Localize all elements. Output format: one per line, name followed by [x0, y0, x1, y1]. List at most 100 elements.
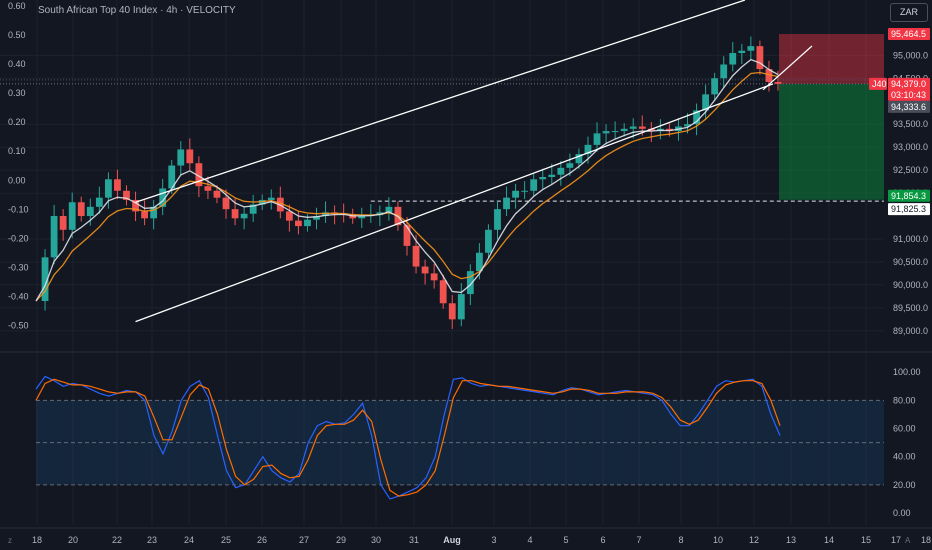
x-axis-tick: 26 [257, 535, 267, 545]
candle-down [430, 273, 438, 281]
stop-price-label-bg [888, 27, 930, 40]
left-axis-tick: 0.20 [8, 117, 26, 127]
candle-up [593, 133, 601, 145]
x-axis-tick: 15 [861, 535, 871, 545]
x-axis-tick: 13 [786, 535, 796, 545]
trend-channel [135, 0, 813, 323]
timezone-icon[interactable]: z [8, 536, 12, 545]
left-axis-tick: 0.00 [8, 175, 26, 185]
right-axis-tick: 95,000.0 [893, 50, 928, 60]
candle-down [195, 163, 203, 187]
candle-up [304, 219, 311, 227]
x-axis-tick: 27 [299, 535, 309, 545]
moving-averages [35, 58, 779, 302]
oscillator-axis-tick: 0.00 [893, 508, 911, 518]
x-axis-tick: 6 [600, 535, 605, 545]
candle-up [258, 199, 266, 205]
candle-down [77, 202, 85, 217]
candle-up [521, 190, 529, 192]
x-axis-tick: 18 [32, 535, 42, 545]
candle-up [575, 154, 583, 164]
candle-up [485, 229, 492, 253]
take-profit-zone [779, 83, 884, 200]
candle-up [539, 177, 547, 180]
candle-up [150, 206, 158, 219]
x-axis-tick: 22 [112, 535, 122, 545]
stop-price-label: 95,464.5 [891, 29, 926, 39]
projection-line [762, 45, 813, 91]
ema-fast-line [35, 58, 779, 302]
left-axis-tick: 0.30 [8, 88, 26, 98]
left-axis-tick: 0.40 [8, 59, 26, 69]
candle-up [629, 126, 637, 129]
trade-zones [779, 33, 884, 200]
oscillator-axis-tick: 60.00 [893, 424, 916, 434]
candle-up [512, 190, 519, 198]
candle-down [412, 245, 420, 267]
x-axis-tick: 5 [563, 535, 568, 545]
left-axis-tick: 0.60 [8, 1, 26, 11]
candle-up [693, 110, 700, 125]
candle-up [720, 64, 728, 79]
support-price-label-bg [888, 203, 930, 216]
candles [41, 36, 782, 329]
candle-up [548, 174, 556, 177]
x-axis-tick: 14 [824, 535, 834, 545]
target-price-label-bg [888, 189, 930, 202]
candle-up [702, 94, 710, 111]
candle-up [249, 204, 257, 214]
oscillator-axis-tick: 20.00 [893, 480, 916, 490]
candle-down [141, 211, 148, 219]
candle-up [385, 206, 393, 213]
oscillator-axis-tick: 40.00 [893, 452, 916, 462]
candle-up [50, 216, 58, 258]
x-axis-tick: 29 [336, 535, 346, 545]
candle-up [711, 78, 719, 95]
candle-up [358, 216, 366, 219]
right-axis-tick: 93,500.0 [893, 119, 928, 129]
candle-up [104, 179, 112, 198]
x-axis-tick: 8 [678, 535, 683, 545]
candle-up [475, 252, 483, 272]
candle-down [204, 186, 212, 191]
last-price-label-bg [888, 77, 930, 90]
candle-down [222, 197, 230, 210]
support-price-label: 91,825.3 [891, 204, 926, 214]
candle-up [738, 50, 746, 54]
candle-up [494, 209, 501, 230]
stochastic-oscillator [35, 375, 884, 500]
candle-up [168, 165, 176, 189]
candle-up [684, 124, 691, 127]
symbol-label-bg [869, 77, 887, 90]
candle-down [213, 190, 221, 198]
currency-button[interactable]: ZAR [890, 3, 928, 22]
candle-up [747, 46, 755, 51]
left-axis-tick: -0.20 [8, 233, 29, 243]
candle-down [647, 128, 655, 132]
candle-down [765, 69, 773, 82]
candle-up [376, 212, 384, 216]
right-axis-tick: 92,500.0 [893, 165, 928, 175]
candle-up [86, 206, 94, 217]
candle-up [68, 202, 76, 230]
candle-up [267, 197, 275, 200]
auto-scale-icon[interactable]: A [905, 536, 911, 545]
ema-price-label-bg [888, 100, 930, 113]
right-axis-tick: 91,000.0 [893, 234, 928, 244]
left-axis-tick: -0.10 [8, 204, 29, 214]
oscillator-axis-tick: 100.00 [893, 367, 921, 377]
candle-down [295, 220, 302, 227]
left-axis-tick: 0.50 [8, 30, 26, 40]
right-axis-tick: 93,000.0 [893, 142, 928, 152]
oscillator-axis-tick: 80.00 [893, 395, 916, 405]
x-axis-tick: 4 [527, 535, 532, 545]
candle-up [41, 257, 49, 301]
candle-down [439, 280, 447, 304]
left-axis-tick: -0.30 [8, 262, 29, 272]
x-axis-tick: 17 [891, 535, 901, 545]
x-axis-tick: Aug [443, 535, 461, 545]
candle-down [231, 209, 239, 219]
candle-up [584, 144, 592, 155]
candle-down [421, 266, 429, 274]
